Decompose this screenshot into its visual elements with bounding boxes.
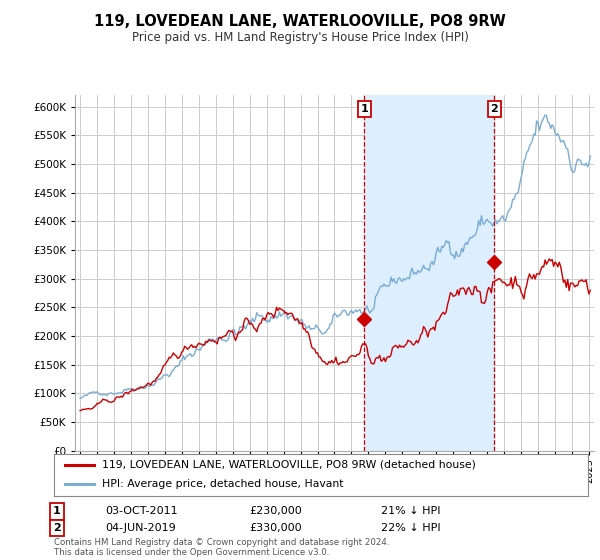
Text: 21% ↓ HPI: 21% ↓ HPI	[381, 506, 440, 516]
Text: 119, LOVEDEAN LANE, WATERLOOVILLE, PO8 9RW: 119, LOVEDEAN LANE, WATERLOOVILLE, PO8 9…	[94, 14, 506, 29]
Text: 2: 2	[490, 104, 498, 114]
Text: HPI: Average price, detached house, Havant: HPI: Average price, detached house, Hava…	[102, 479, 344, 489]
Text: 03-OCT-2011: 03-OCT-2011	[105, 506, 178, 516]
Text: 04-JUN-2019: 04-JUN-2019	[105, 523, 176, 533]
Text: Price paid vs. HM Land Registry's House Price Index (HPI): Price paid vs. HM Land Registry's House …	[131, 31, 469, 44]
Text: Contains HM Land Registry data © Crown copyright and database right 2024.
This d: Contains HM Land Registry data © Crown c…	[54, 538, 389, 557]
Text: 2: 2	[53, 523, 61, 533]
Text: 1: 1	[53, 506, 61, 516]
Text: 119, LOVEDEAN LANE, WATERLOOVILLE, PO8 9RW (detached house): 119, LOVEDEAN LANE, WATERLOOVILLE, PO8 9…	[102, 460, 476, 470]
Text: 1: 1	[361, 104, 368, 114]
Text: 22% ↓ HPI: 22% ↓ HPI	[381, 523, 440, 533]
Bar	[364, 95, 494, 451]
Text: £330,000: £330,000	[249, 523, 302, 533]
Text: £230,000: £230,000	[249, 506, 302, 516]
